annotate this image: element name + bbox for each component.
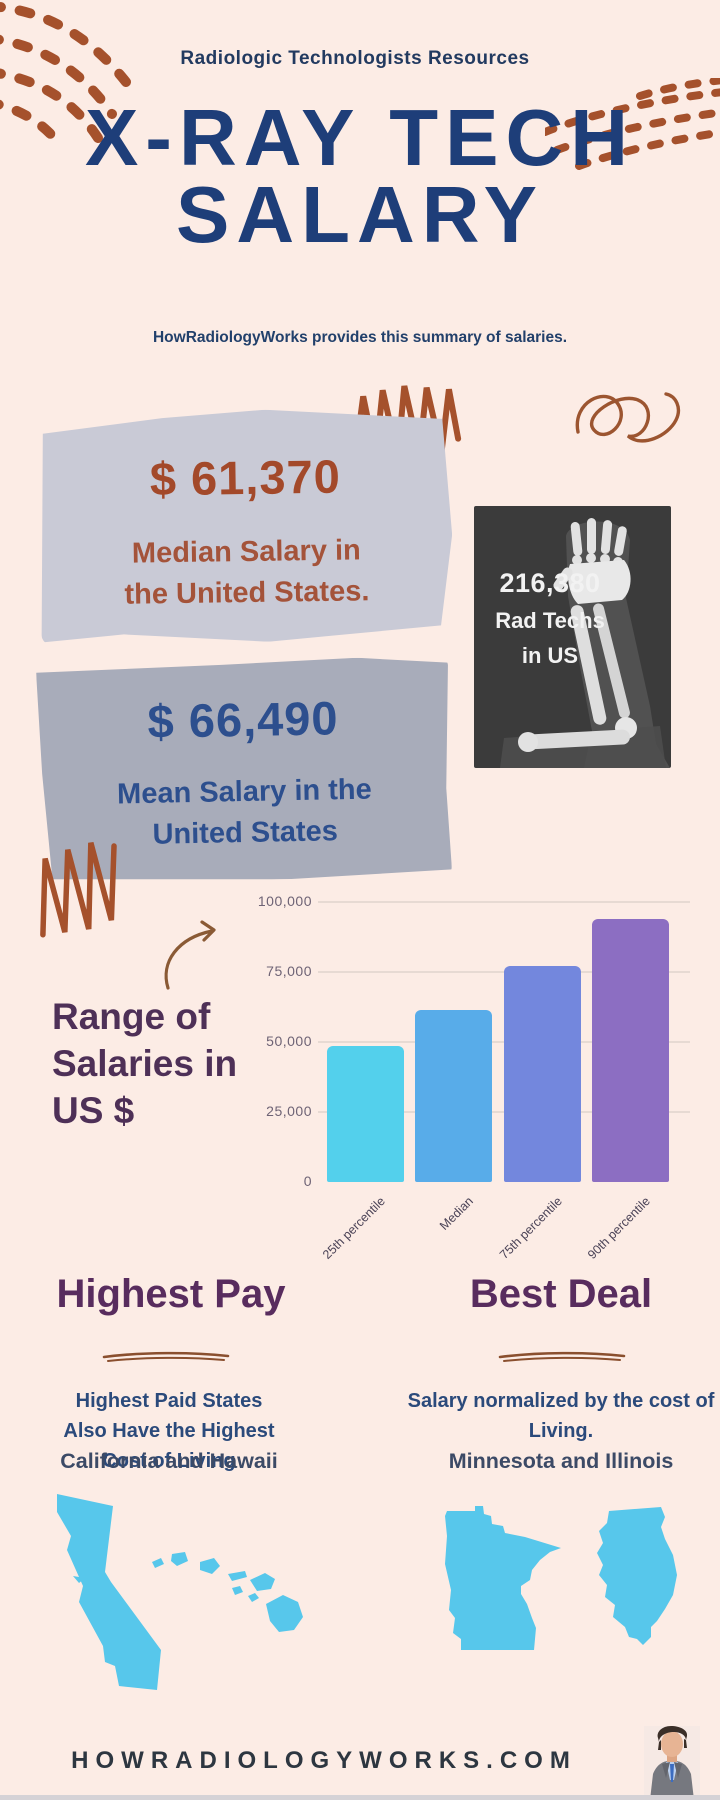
subtitle-text: HowRadiologyWorks provides this summary … xyxy=(152,329,568,346)
y-axis-tick-label: 100,000 xyxy=(257,893,312,909)
right-body: Salary normalized by the cost of Living. xyxy=(407,1390,715,1442)
bar-75th-percentile xyxy=(504,966,581,1182)
median-amount: $ 61,370 xyxy=(149,449,342,506)
scribble2-icon xyxy=(40,842,117,938)
median-salary-card: $ 61,370 Median Salary in the United Sta… xyxy=(38,407,453,645)
workforce-line1: Rad Techs xyxy=(495,608,605,633)
minnesota-map-icon xyxy=(445,1506,561,1650)
spiral-icon xyxy=(575,392,681,443)
y-axis-tick-label: 25,000 xyxy=(266,1103,312,1119)
mean-amount: $ 66,490 xyxy=(147,691,339,748)
bottom-edge xyxy=(0,1795,720,1800)
bar-25th-percentile xyxy=(327,1046,404,1182)
workforce-line2: in US xyxy=(521,643,579,668)
footer-url: HOWRADIOLOGYWORKS.COM xyxy=(71,1747,577,1774)
x-axis-tick-label: 75th percentile xyxy=(496,1194,565,1262)
y-axis-tick-label: 50,000 xyxy=(266,1033,312,1049)
workforce-count: 216,380 xyxy=(499,568,601,598)
left-states-label: California and Hawaii xyxy=(60,1449,278,1473)
california-map-icon xyxy=(57,1494,161,1690)
dashes-top-left-icon xyxy=(0,2,131,153)
hawaii-map-icon xyxy=(152,1552,303,1632)
x-axis-tick-label: 25th percentile xyxy=(319,1194,388,1262)
left-underline-icon xyxy=(102,1351,230,1362)
workforce-card: 216,380 Rad Techs in US xyxy=(474,506,671,768)
author-photo xyxy=(644,1726,700,1800)
illinois-map-icon xyxy=(597,1507,677,1645)
right-states-label: Minnesota and Illinois xyxy=(448,1449,674,1473)
bar-median xyxy=(415,1010,492,1182)
workforce-text: 216,380 Rad Techs in US xyxy=(476,568,624,669)
median-label: Median Salary in the United States. xyxy=(124,534,370,611)
x-axis-tick-label: Median xyxy=(436,1194,476,1233)
xray-arm-icon xyxy=(500,518,670,768)
gridline xyxy=(318,901,690,903)
y-axis-tick-label: 75,000 xyxy=(266,963,312,979)
y-axis-tick-label: 0 xyxy=(303,1173,312,1189)
right-heading: Best Deal xyxy=(469,1272,653,1316)
bar-90th-percentile xyxy=(592,918,669,1182)
right-underline-icon xyxy=(498,1351,626,1362)
left-heading: Highest Pay xyxy=(56,1272,286,1316)
kicker-text: Radiologic Technologists Resources xyxy=(180,48,530,69)
x-axis-tick-label: 90th percentile xyxy=(584,1194,653,1262)
dashes-top-right-icon xyxy=(545,78,720,170)
chart-title: Range of Salaries in US $ xyxy=(52,996,238,1131)
page-title: X-RAY TECH SALARY xyxy=(84,93,636,259)
left-body: Highest Paid States Also Have the Highes… xyxy=(63,1390,275,1472)
arrow-icon xyxy=(164,920,216,990)
